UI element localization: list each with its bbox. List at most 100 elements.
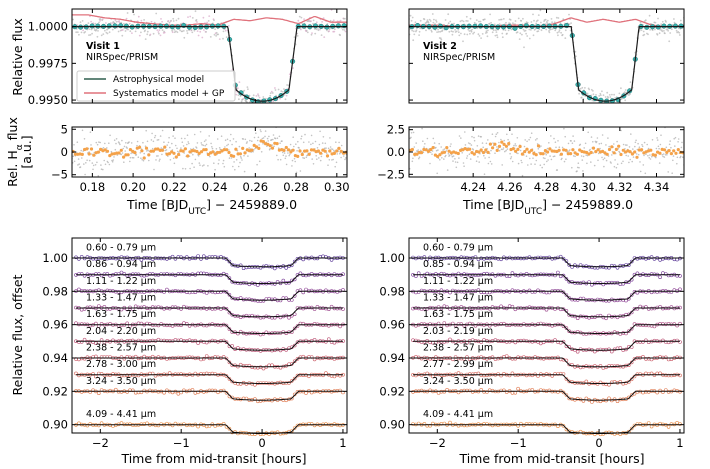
halpha-raw-point [625, 154, 627, 157]
raw-data-point [660, 23, 663, 25]
halpha-raw-point [262, 137, 265, 139]
band-data-point [510, 271, 515, 275]
raw-data-point [644, 19, 647, 22]
halpha-raw-point [201, 143, 203, 146]
raw-data-point [81, 20, 84, 22]
band-data-point [547, 255, 552, 260]
raw-data-point [79, 21, 82, 24]
band-data-point [499, 373, 503, 378]
halpha-raw-point [543, 163, 545, 166]
raw-data-point [144, 38, 147, 40]
halpha-raw-point [655, 156, 657, 159]
raw-data-point [172, 20, 175, 22]
raw-data-point [123, 22, 125, 25]
halpha-binned-point [445, 146, 449, 150]
band-data-point [564, 277, 569, 281]
raw-data-point [410, 19, 413, 22]
halpha-raw-point [176, 147, 178, 150]
raw-data-point [312, 19, 315, 22]
halpha-raw-point [102, 147, 105, 149]
halpha-raw-point [161, 129, 164, 132]
band-label: 1.11 - 1.22 μm [86, 276, 156, 287]
raw-data-point [326, 29, 328, 32]
raw-data-point [486, 31, 488, 34]
halpha-binned-point [197, 151, 201, 155]
band-data-point [556, 355, 560, 360]
raw-data-point [115, 20, 118, 23]
band-data-point [97, 304, 101, 308]
band-data-point [156, 423, 161, 428]
halpha-binned-point [181, 149, 185, 153]
band-data-point [77, 287, 81, 292]
halpha-raw-point [96, 161, 98, 164]
raw-data-point [131, 32, 133, 34]
legend-systematics-label: Systematics model + GP [113, 89, 225, 99]
band-data-point [329, 258, 334, 262]
halpha-raw-point [230, 157, 233, 159]
halpha-raw-point [435, 146, 437, 149]
halpha-raw-point [667, 171, 669, 173]
halpha-raw-point [214, 168, 216, 171]
halpha-raw-point [649, 158, 652, 160]
halpha-raw-point [458, 135, 461, 137]
halpha-binned-point [653, 153, 658, 157]
halpha-raw-point [660, 134, 662, 136]
raw-data-point [489, 13, 491, 16]
halpha-raw-point [259, 129, 262, 131]
halpha-raw-point [537, 148, 540, 150]
raw-data-point [248, 104, 250, 106]
raw-data-point [108, 31, 111, 34]
raw-data-point [540, 21, 542, 24]
halpha-raw-point [670, 146, 672, 149]
halpha-raw-point [506, 133, 508, 136]
raw-data-point [487, 29, 489, 32]
halpha-raw-point [461, 152, 464, 154]
halpha-raw-point [490, 163, 493, 165]
band-label: 2.04 - 2.20 μm [86, 326, 156, 337]
raw-data-point [97, 30, 99, 32]
band-model-line [76, 424, 343, 434]
halpha-raw-point [296, 150, 298, 152]
raw-data-point [122, 29, 124, 31]
halpha-raw-point [473, 136, 475, 139]
halpha-binned-point [635, 155, 639, 159]
raw-data-point [238, 98, 240, 101]
raw-data-point [526, 21, 529, 24]
visit1-title: Visit 1 [86, 41, 120, 52]
band-data-point [479, 340, 484, 344]
band-data-point [284, 266, 289, 270]
band-data-point [97, 357, 101, 361]
halpha-raw-point [194, 158, 197, 161]
halpha-raw-point [437, 149, 439, 151]
raw-data-point [488, 22, 491, 25]
halpha-binned-point [241, 146, 245, 150]
band-data-point [230, 395, 234, 400]
halpha-raw-point [90, 153, 93, 155]
band-label: 1.11 - 1.22 μm [423, 276, 493, 287]
raw-data-point [315, 21, 318, 24]
halpha-binned-point [96, 150, 100, 154]
halpha-raw-point [167, 141, 170, 144]
halpha-raw-point [226, 138, 229, 141]
halpha-raw-point [297, 140, 299, 143]
halpha-raw-point [418, 156, 421, 158]
raw-data-point [546, 19, 549, 22]
halpha-raw-point [425, 178, 427, 180]
halpha-raw-point [316, 147, 319, 149]
raw-data-point [661, 30, 664, 33]
y-tick-label: 0.98 [379, 284, 405, 298]
band-data-point [556, 270, 560, 275]
raw-data-point [194, 10, 197, 13]
raw-data-point [339, 34, 341, 37]
halpha-binned-point [222, 148, 226, 152]
y-tick-label: 1.0000 [28, 20, 68, 34]
halpha-raw-point [253, 136, 256, 139]
raw-data-point [535, 22, 538, 25]
halpha-raw-point [123, 145, 126, 148]
band-data-point [567, 296, 572, 300]
raw-data-point [454, 29, 456, 31]
raw-data-point [512, 22, 514, 25]
band-label: 0.85 - 0.94 μm [423, 259, 493, 270]
spectro-visit2-panel: 0.60 - 0.79 μm0.85 - 0.94 μm1.11 - 1.22 … [379, 237, 685, 466]
halpha-raw-point [136, 144, 138, 147]
